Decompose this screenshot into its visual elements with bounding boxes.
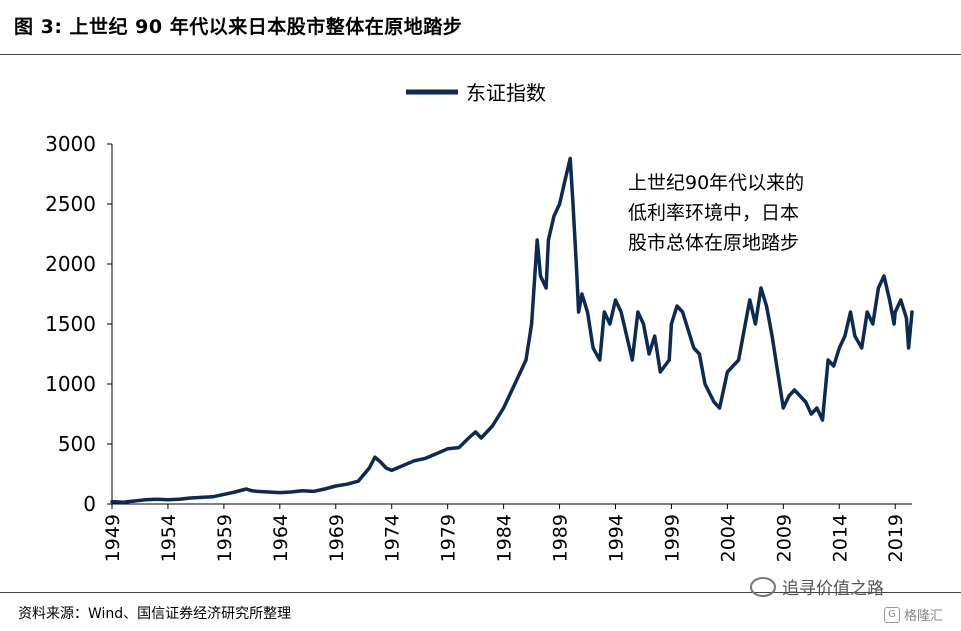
x-tick-label: 1974 — [382, 514, 404, 562]
legend-label: 东证指数 — [466, 81, 546, 105]
x-tick-label: 1989 — [550, 514, 572, 562]
x-tick-label: 1969 — [326, 514, 348, 562]
y-tick-label: 2500 — [45, 192, 96, 216]
y-tick-label: 3000 — [45, 132, 96, 156]
chart-annotation: 上世纪90年代以来的 低利率环境中，日本 股市总体在原地踏步 — [628, 168, 868, 258]
annotation-line-3: 股市总体在原地踏步 — [628, 232, 800, 254]
wechat-watermark: 追寻价值之路 — [750, 574, 884, 599]
brand-mark: G 格隆汇 — [884, 605, 943, 624]
x-tick-label: 2014 — [829, 514, 851, 562]
y-tick-label: 0 — [83, 492, 96, 516]
wechat-icon — [750, 576, 776, 597]
x-tick-label: 1964 — [270, 514, 292, 562]
y-tick-label: 1000 — [45, 372, 96, 396]
x-tick-label: 1999 — [661, 514, 683, 562]
x-tick-label: 1994 — [605, 514, 627, 562]
watermark-text: 追寻价值之路 — [782, 579, 884, 599]
y-tick-label: 500 — [58, 432, 96, 456]
x-tick-label: 1954 — [158, 514, 180, 562]
top-divider — [0, 54, 961, 55]
source-note: 资料来源：Wind、国信证券经济研究所整理 — [18, 606, 292, 622]
y-tick-label: 2000 — [45, 252, 96, 276]
brand-text: 格隆汇 — [904, 609, 944, 624]
brand-logo-icon: G — [884, 606, 900, 623]
figure-title: 图 3: 上世纪 90 年代以来日本股市整体在原地踏步 — [14, 16, 463, 38]
x-tick-label: 1979 — [438, 514, 460, 562]
bottom-divider — [0, 592, 961, 593]
series-line-东证指数 — [110, 156, 914, 504]
x-tick-label: 1959 — [214, 514, 236, 562]
x-tick-label: 2019 — [885, 514, 907, 562]
annotation-line-2: 低利率环境中，日本 — [628, 202, 800, 224]
y-tick-label: 1500 — [45, 312, 96, 336]
annotation-line-1: 上世纪90年代以来的 — [628, 172, 805, 194]
x-tick-label: 1949 — [102, 514, 124, 562]
x-tick-label: 1984 — [494, 514, 516, 562]
x-tick-label: 2009 — [773, 514, 795, 562]
x-tick-label: 2004 — [717, 514, 739, 562]
line-chart: 0 500 1000 1500 2000 2500 3000 1949 1954 1959 1964… — [45, 81, 914, 562]
